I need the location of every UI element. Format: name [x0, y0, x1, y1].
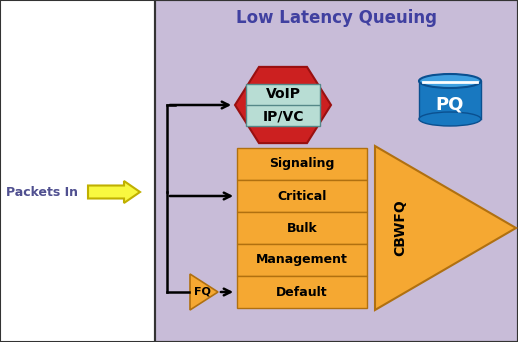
Text: CBWFQ: CBWFQ	[393, 200, 407, 256]
Polygon shape	[235, 67, 331, 143]
Text: Bulk: Bulk	[286, 222, 318, 235]
Bar	[237, 180, 367, 212]
Bar	[419, 81, 481, 119]
Bar	[246, 84, 320, 126]
Ellipse shape	[419, 112, 481, 126]
Text: VoIP: VoIP	[266, 87, 300, 101]
Polygon shape	[190, 274, 218, 310]
Bar	[155, 0, 518, 342]
Text: Default: Default	[276, 286, 328, 299]
Text: Low Latency Queuing: Low Latency Queuing	[236, 9, 437, 27]
Text: Packets In: Packets In	[6, 185, 78, 198]
Text: PQ: PQ	[436, 95, 464, 113]
Polygon shape	[375, 146, 516, 310]
Bar	[237, 244, 367, 276]
Text: FQ: FQ	[194, 287, 210, 297]
Bar	[237, 148, 367, 180]
Text: Signaling: Signaling	[269, 158, 335, 171]
Text: Management: Management	[256, 253, 348, 266]
FancyArrow shape	[88, 181, 140, 203]
Bar	[237, 212, 367, 244]
Bar	[0, 0, 155, 342]
Ellipse shape	[419, 74, 481, 88]
Text: Critical: Critical	[277, 189, 327, 202]
Bar	[237, 276, 367, 308]
Text: IP/VC: IP/VC	[262, 109, 304, 123]
